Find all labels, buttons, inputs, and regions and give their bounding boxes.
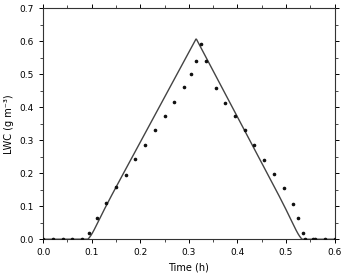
Y-axis label: LWC (g m⁻³): LWC (g m⁻³) bbox=[4, 94, 14, 154]
X-axis label: Time (h): Time (h) bbox=[169, 263, 209, 273]
